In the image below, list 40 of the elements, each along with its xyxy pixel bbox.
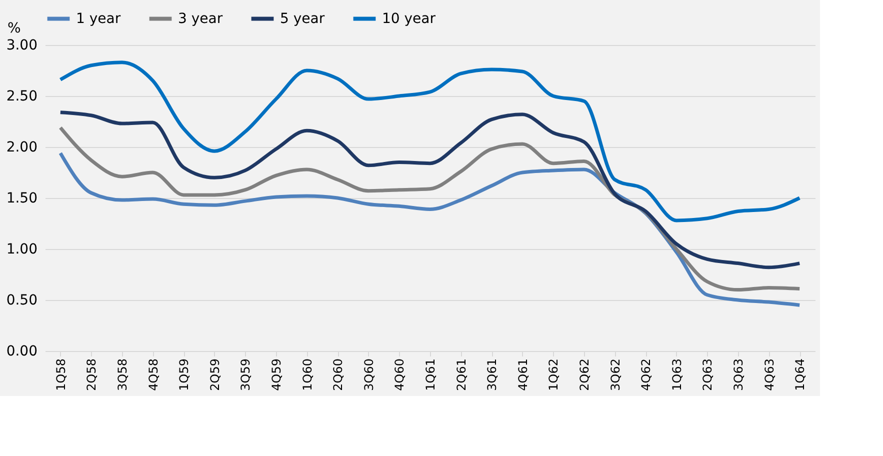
legend-label: 5 year <box>280 10 325 27</box>
x-tick-label: 1Q64 <box>793 358 808 391</box>
x-tick-label: 2Q63 <box>700 358 715 391</box>
x-tick-label: 4Q60 <box>392 358 407 391</box>
x-tick-label: 2Q58 <box>84 358 99 391</box>
x-tick-label: 3Q58 <box>116 358 130 391</box>
x-tick-label: 1Q60 <box>300 358 314 391</box>
y-tick-label: 0.00 <box>6 344 38 360</box>
y-tick-label: 1.00 <box>6 242 38 258</box>
x-tick-label: 4Q63 <box>762 358 776 391</box>
y-axis-title: % <box>8 20 21 36</box>
line-series <box>58 126 802 292</box>
y-tick-label: 2.00 <box>6 140 38 156</box>
x-tick-label: 1Q63 <box>670 358 684 391</box>
line-series <box>58 110 802 270</box>
x-tick-label: 1Q62 <box>546 358 561 391</box>
x-tick-label: 3Q63 <box>732 358 746 391</box>
x-tick-label: 2Q60 <box>331 358 346 391</box>
x-tick-label: 4Q62 <box>639 358 654 391</box>
y-tick-label: 1.50 <box>6 190 38 206</box>
y-tick-label: 3.00 <box>6 38 38 54</box>
x-tick-label: 3Q61 <box>485 358 500 391</box>
x-tick-label: 3Q60 <box>362 358 376 391</box>
legend-label: 1 year <box>76 10 121 27</box>
x-tick-label: 1Q58 <box>54 358 68 391</box>
line-series <box>58 60 802 222</box>
x-tick-label: 4Q58 <box>146 358 160 391</box>
y-tick-label: 0.50 <box>6 292 38 308</box>
x-tick-label: 2Q61 <box>454 358 468 391</box>
x-tick-label: 1Q61 <box>424 358 438 391</box>
x-tick-label: 3Q59 <box>238 358 253 391</box>
y-tick-label: 2.50 <box>6 88 38 104</box>
x-tick-label: 2Q62 <box>578 358 592 391</box>
x-tick-label: 4Q61 <box>516 358 530 391</box>
legend-label: 10 year <box>382 10 436 27</box>
x-tick-label: 3Q62 <box>608 358 622 391</box>
x-tick-label: 2Q59 <box>208 358 222 391</box>
x-tick-label: 4Q59 <box>270 358 284 391</box>
x-tick-label: 1Q59 <box>177 358 192 391</box>
legend-label: 3 year <box>178 10 223 27</box>
